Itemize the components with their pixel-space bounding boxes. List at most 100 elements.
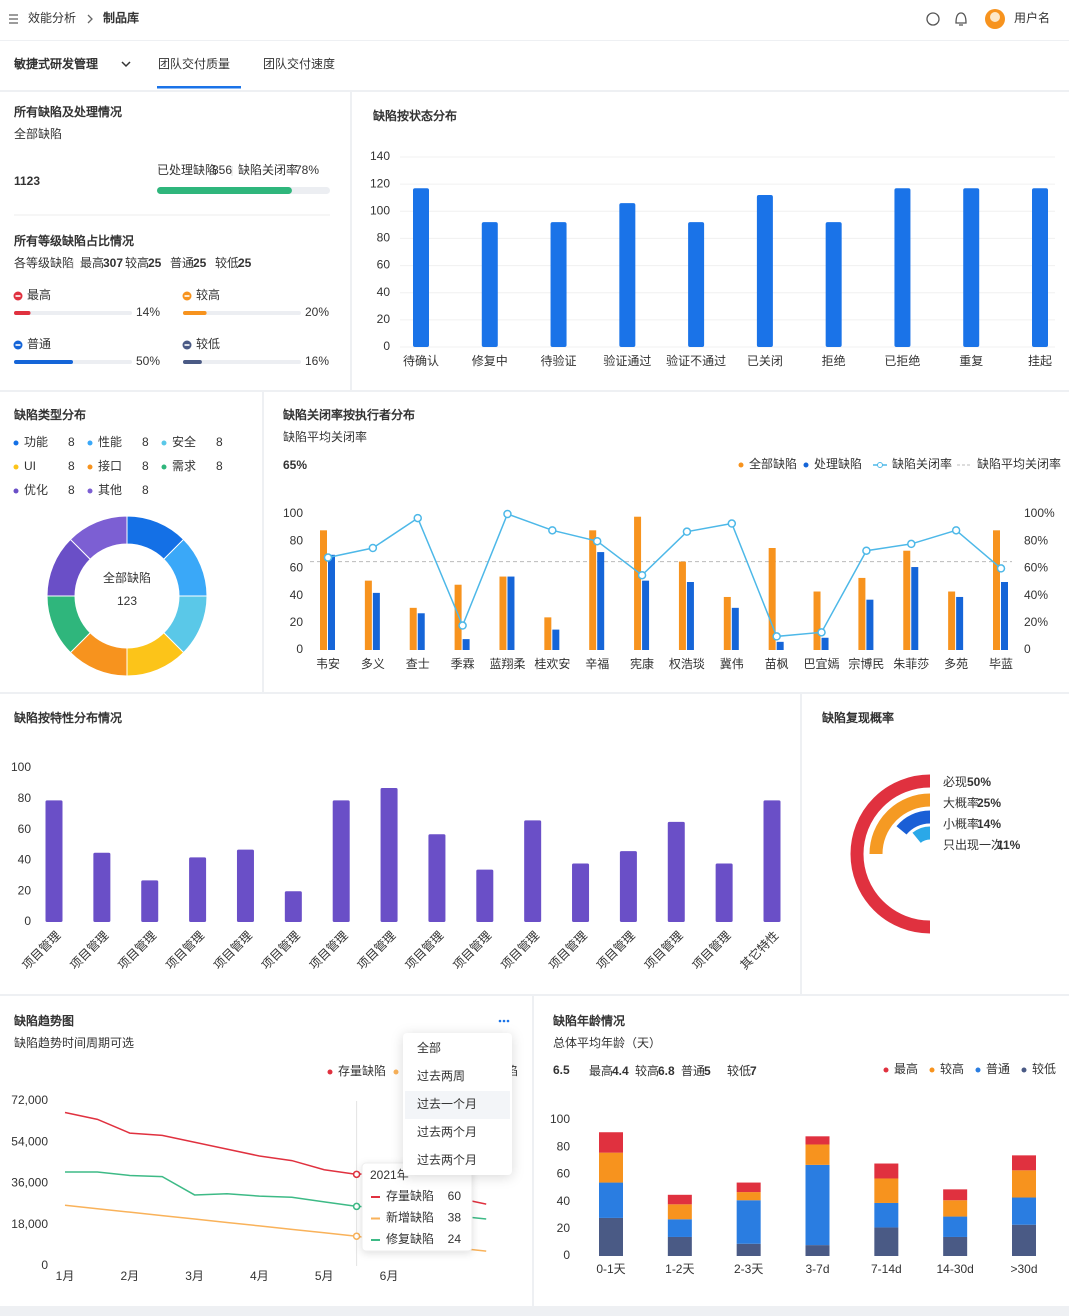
y-tick-label: 120 — [370, 176, 390, 190]
tooltip-title: 2021年 — [370, 1168, 409, 1182]
bar — [284, 891, 302, 922]
line-marker — [323, 553, 333, 562]
menu-item[interactable]: 全部 — [417, 1040, 441, 1055]
bar — [813, 591, 821, 650]
bar — [544, 617, 552, 650]
line-marker — [682, 527, 692, 536]
tab[interactable]: 团队交付质量 — [158, 56, 230, 71]
panel — [0, 92, 350, 390]
section-title: 所有等级缺陷占比情况 — [14, 233, 134, 248]
legend-dot — [883, 1067, 889, 1073]
menu-icon[interactable] — [9, 14, 18, 24]
bar-segment — [943, 1200, 968, 1217]
total-count: 1123 — [14, 174, 40, 188]
legend-label: 安全 — [172, 434, 196, 449]
breakdown-value: 5 — [704, 1064, 711, 1078]
breadcrumb-separator — [87, 14, 93, 24]
chart-title: 缺陷年龄情况 — [553, 1013, 625, 1028]
bar-segment — [1012, 1155, 1036, 1171]
header-bar — [0, 0, 1069, 40]
bar — [903, 550, 911, 650]
avatar-face — [990, 12, 1000, 22]
bar — [409, 607, 417, 650]
x-tick-label: 查士 — [406, 657, 430, 671]
bar — [866, 599, 874, 650]
radial-label: 只出现一次 — [943, 838, 1003, 852]
x-tick-label: 2月 — [120, 1269, 139, 1283]
bar — [825, 222, 842, 347]
more-icon-dot[interactable] — [506, 1019, 510, 1023]
bar — [597, 552, 605, 650]
y-tick-label: 20 — [290, 615, 304, 629]
user-name[interactable]: 用户名 — [1014, 10, 1050, 25]
legend-label: 最高 — [894, 1061, 918, 1076]
bar — [552, 629, 560, 650]
line-marker — [862, 546, 871, 555]
legend-dot — [975, 1067, 981, 1073]
line-marker — [772, 632, 781, 641]
menu-item[interactable]: 过去一个月 — [417, 1097, 477, 1111]
y-tick-label: 60 — [557, 1167, 571, 1181]
line-marker — [817, 628, 826, 637]
help-icon[interactable] — [926, 12, 940, 26]
breakdown-value: 7 — [750, 1064, 757, 1078]
x-tick-label: 冀伟 — [720, 657, 744, 671]
y2-tick-label: 80% — [1024, 533, 1048, 547]
more-icon-dot[interactable] — [502, 1019, 506, 1023]
bar — [93, 852, 111, 922]
bar-segment — [667, 1204, 692, 1220]
section-subtitle: 各等级缺陷 — [14, 255, 74, 270]
legend-label: 缺陷关闭率 — [892, 456, 952, 471]
dropdown-chevron[interactable] — [121, 61, 131, 68]
bell-icon[interactable] — [955, 12, 967, 26]
count-label: 最高 — [80, 255, 104, 270]
section-title: 所有缺陷及处理情况 — [14, 104, 122, 119]
count-value: 25 — [148, 256, 162, 270]
bar-segment — [943, 1216, 968, 1237]
grade-name: 较高 — [196, 287, 220, 302]
grade-name: 最高 — [27, 287, 51, 302]
breadcrumb[interactable]: 效能分析 — [28, 10, 76, 25]
y2-tick-label: 40% — [1024, 588, 1048, 602]
y-tick-label: 140 — [370, 149, 390, 163]
menu-item[interactable]: 过去两个月 — [417, 1125, 477, 1139]
bar-segment — [599, 1152, 623, 1183]
radial-bar — [850, 774, 931, 934]
x-tick-label: 4月 — [250, 1269, 269, 1283]
bar — [821, 637, 829, 650]
bar — [894, 188, 911, 347]
legend-dot — [161, 464, 167, 470]
x-tick-label: 3-7d — [805, 1262, 829, 1276]
grade-icon-inner — [184, 295, 190, 297]
y-tick-label: 60 — [290, 561, 304, 575]
y-tick-label: 40 — [377, 285, 391, 299]
y-tick-label: 0 — [383, 339, 390, 353]
menu-item[interactable]: 过去两周 — [417, 1069, 465, 1083]
hover-marker — [352, 1232, 361, 1240]
count-value: 307 — [103, 256, 123, 270]
x-tick-label: 苗枫 — [765, 656, 789, 671]
tab-dropdown[interactable]: 敏捷式研发管理 — [13, 56, 98, 71]
more-icon-dot[interactable] — [498, 1019, 502, 1023]
bar — [619, 203, 636, 347]
x-tick-label: 挂起 — [1028, 354, 1052, 368]
line-series — [327, 513, 1002, 638]
legend-label: 较高 — [940, 1061, 964, 1076]
grade-percent: 20% — [305, 305, 329, 319]
legend-dot — [161, 440, 167, 446]
y-tick-label: 36,000 — [11, 1176, 48, 1190]
x-tick-label: 宪康 — [630, 656, 654, 671]
tab[interactable]: 团队交付速度 — [263, 56, 335, 71]
x-tick-label: 韦安 — [316, 656, 340, 671]
y-tick-label: 20 — [377, 312, 391, 326]
x-tick-label: 待确认 — [403, 354, 439, 368]
tab-underline — [157, 86, 241, 89]
y-tick-label: 40 — [290, 588, 304, 602]
menu-item[interactable]: 过去两个月 — [417, 1153, 477, 1167]
bar-segment — [736, 1243, 761, 1256]
line-marker — [413, 513, 422, 523]
tooltip-label: 修复缺陷 — [386, 1231, 434, 1246]
x-tick-label: 季霖 — [451, 657, 475, 671]
legend-dot — [87, 464, 93, 470]
x-tick-label: 修复中 — [472, 353, 508, 368]
